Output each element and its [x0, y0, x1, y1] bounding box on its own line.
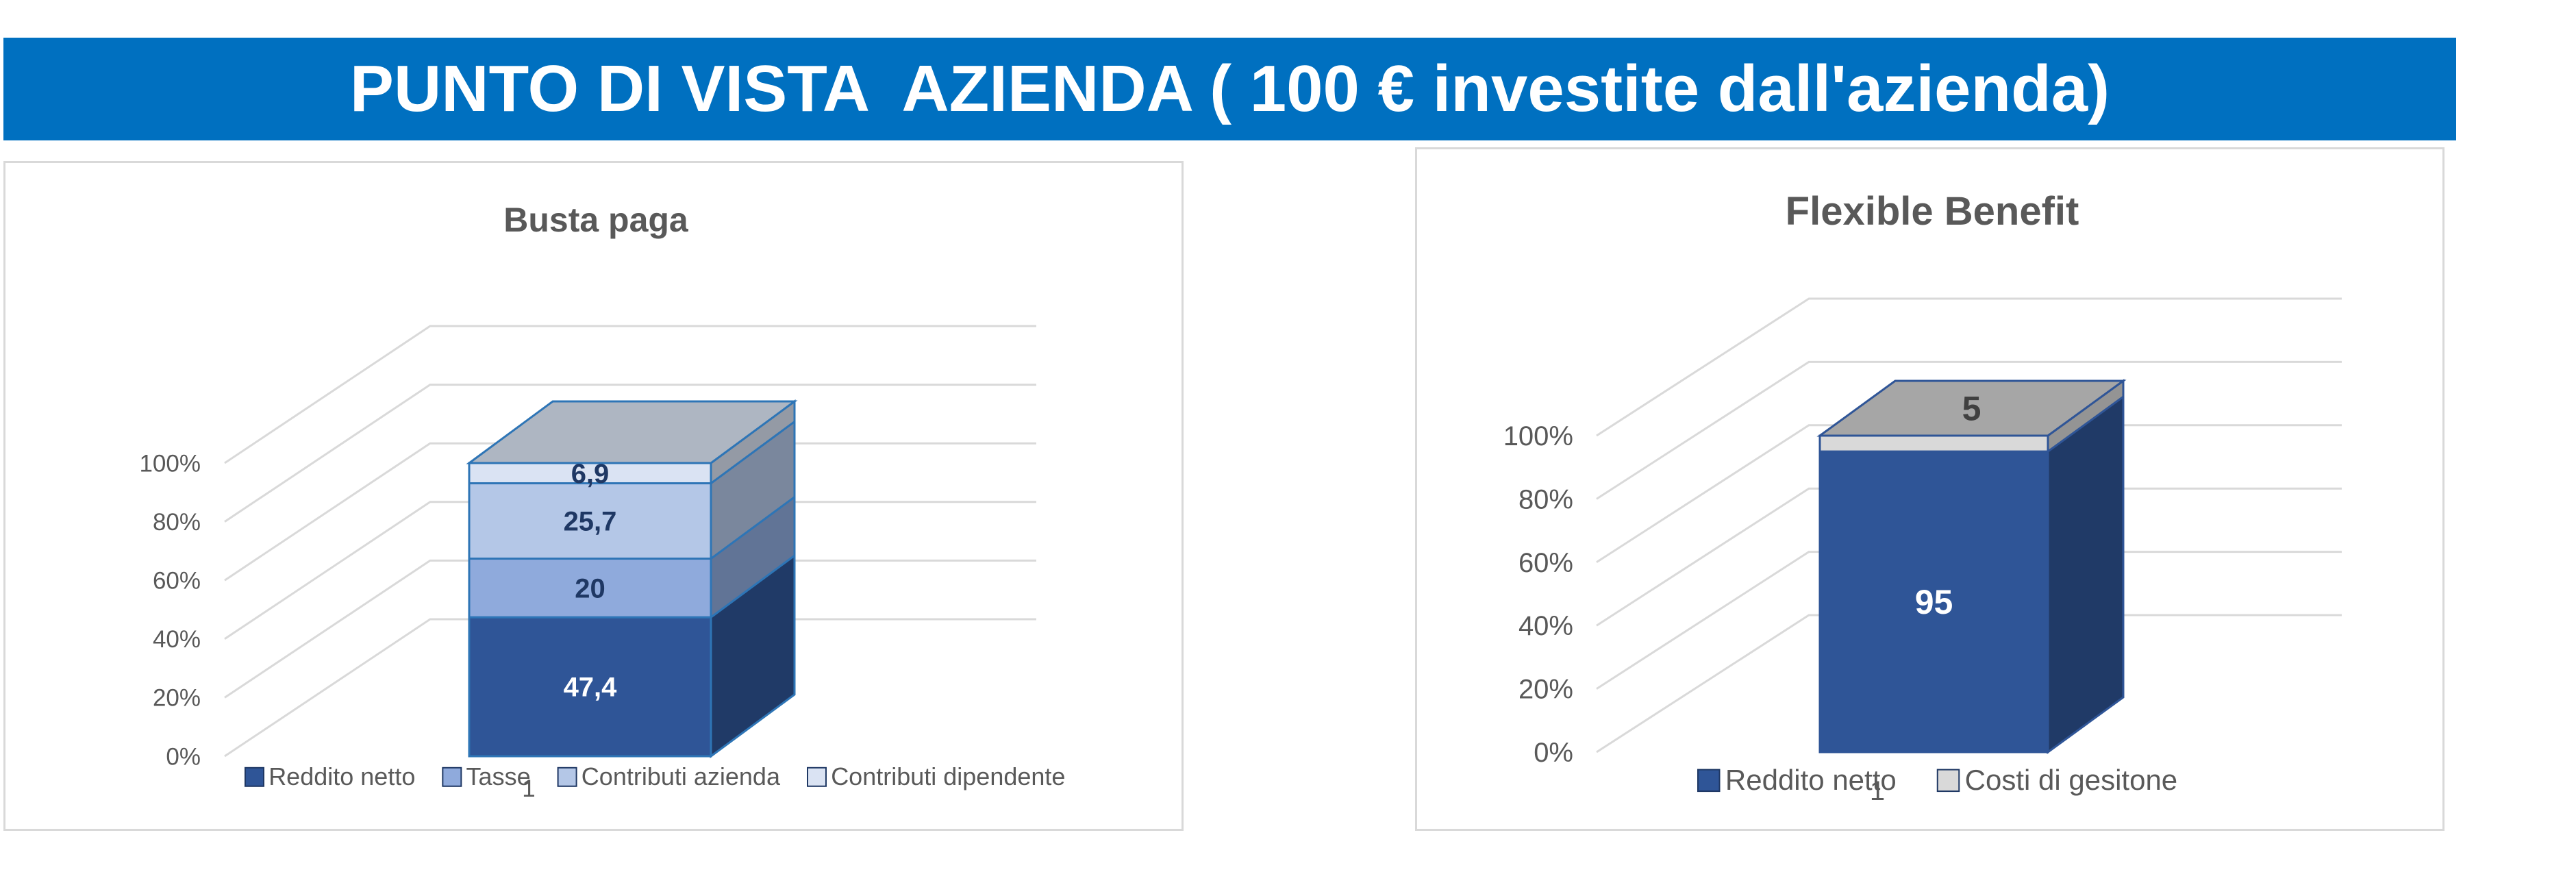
- bar-top-face: [1816, 379, 2127, 437]
- banner-title: PUNTO DI VISTA AZIENDA ( 100 € investite…: [349, 52, 2110, 125]
- x-category-label: 1: [522, 775, 535, 802]
- chart-title: Flexible Benefit: [1786, 189, 2079, 234]
- chart-busta-paga: Busta paga 0% 20% 40% 60% 80% 100% 47,4 20 25,7 6,…: [139, 201, 1065, 802]
- chart-panel-busta-paga: Busta paga 0% 20% 40% 60% 80% 100% 47,4 20 25,7 6,…: [3, 161, 1184, 831]
- y-tick-label: 20%: [153, 685, 201, 712]
- bar-costi-di-gesitone-front: [1818, 434, 2049, 453]
- gridline: [224, 559, 1036, 699]
- gridline: [1596, 551, 2342, 690]
- data-label-contributi-azienda: 25,7: [564, 507, 617, 537]
- gridline: [224, 384, 1036, 523]
- legend-label-tasse: Tasse: [466, 762, 531, 790]
- legend-label-contributi-dipendente: Contributi dipendente: [831, 762, 1065, 790]
- gridline: [1596, 297, 2342, 437]
- legend-marker-costi-di-gesitone: [1936, 769, 1960, 793]
- gridline: [224, 325, 1036, 464]
- title-banner: PUNTO DI VISTA AZIENDA ( 100 € investite…: [3, 38, 2456, 140]
- legend-marker-reddito-netto: [245, 766, 264, 787]
- gridline: [1596, 614, 2342, 753]
- gridline: [224, 618, 1036, 758]
- data-label-reddito-netto: 95: [1915, 583, 1953, 621]
- data-label-reddito-netto: 47,4: [564, 673, 618, 703]
- chart-panel-flexible-benefit: Flexible Benefit 0% 20% 40% 60% 80% 100% 95 5 Red…: [1415, 147, 2444, 831]
- y-tick-label: 40%: [1518, 611, 1573, 641]
- gridline: [224, 501, 1036, 640]
- legend-label-contributi-azienda: Contributi azienda: [582, 762, 781, 790]
- data-label-tasse: 20: [575, 573, 605, 603]
- data-label-contributi-dipendente: 6,9: [571, 459, 610, 489]
- data-label-costi-di-gesitone: 5: [1962, 390, 1981, 428]
- y-tick-label: 60%: [153, 567, 201, 594]
- y-tick-label: 80%: [1518, 484, 1573, 514]
- y-tick-label: 100%: [1503, 421, 1573, 451]
- y-tick-label: 0%: [166, 743, 201, 770]
- gridline: [224, 442, 1036, 582]
- y-tick-label: 80%: [153, 509, 201, 536]
- chart-title: Busta paga: [503, 201, 689, 239]
- y-tick-label: 40%: [153, 626, 201, 653]
- gridline: [1596, 360, 2342, 500]
- chart-flexible-benefit: Flexible Benefit 0% 20% 40% 60% 80% 100% 95 5 Red…: [1503, 189, 2342, 806]
- bar-top-face: [466, 400, 798, 464]
- y-tick-label: 100%: [139, 450, 201, 477]
- legend-marker-contributi-dipendente: [806, 766, 827, 787]
- y-tick-label: 20%: [1518, 675, 1573, 705]
- bar-reddito-netto-side: [2047, 395, 2125, 754]
- legend-marker-contributi-azienda: [557, 766, 577, 787]
- legend-marker-tasse: [442, 766, 462, 787]
- y-tick-label: 60%: [1518, 548, 1573, 578]
- y-tick-label: 0%: [1534, 738, 1573, 768]
- legend-marker-reddito-netto: [1697, 769, 1721, 793]
- legend-label-reddito-netto: Reddito netto: [268, 762, 415, 790]
- gridline: [1596, 424, 2342, 564]
- legend-label-reddito-netto: Reddito netto: [1725, 764, 1897, 796]
- bar-reddito-netto-front: [468, 616, 712, 758]
- gridline: [1596, 487, 2342, 627]
- x-category-label: 1: [1870, 776, 1885, 806]
- bar-reddito-netto-front: [1818, 450, 2049, 753]
- legend-label-costi-di-gesitone: Costi di gesitone: [1965, 764, 2178, 796]
